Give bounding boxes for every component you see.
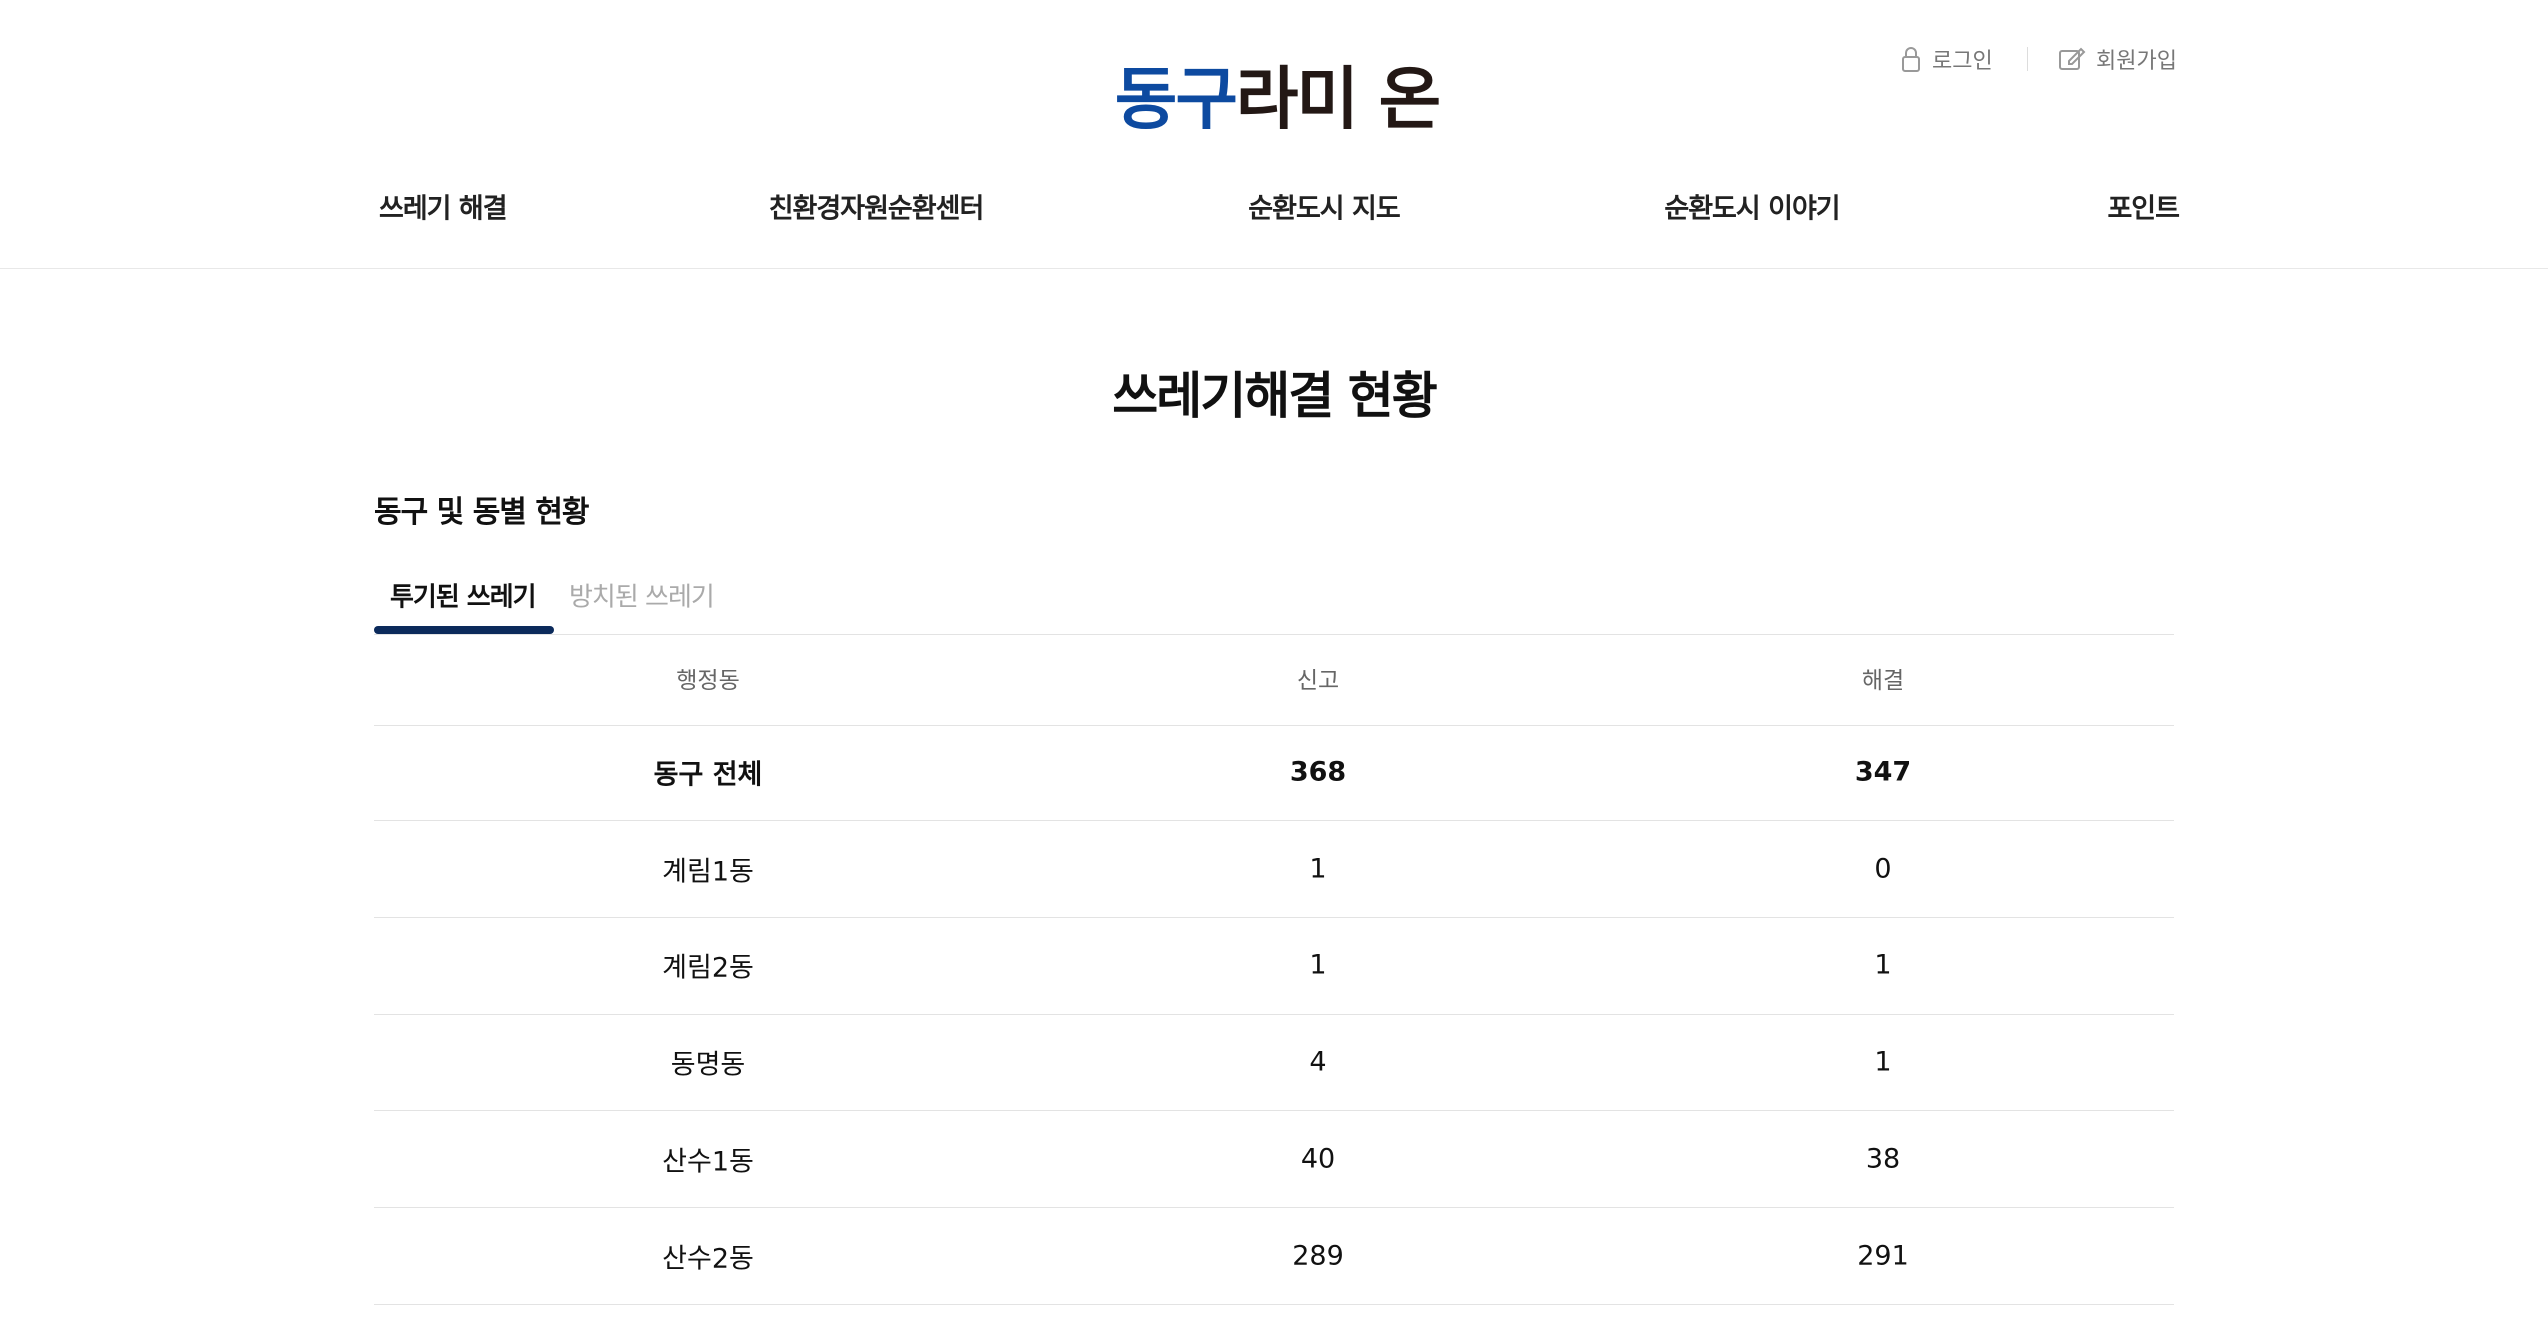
table-cell: 계림1동 <box>662 856 754 888</box>
table-cell: 38 <box>1865 1143 1901 1175</box>
tab-active[interactable]: 투기된 쓰레기 <box>390 582 537 613</box>
lock-icon <box>1902 47 1920 72</box>
nav-item[interactable]: 포인트 <box>2107 193 2180 225</box>
table-cell: 289 <box>1292 1240 1344 1271</box>
logo[interactable]: 동구라미 온 <box>1114 44 1441 143</box>
nav-item[interactable]: 순환도시 이야기 <box>1664 193 1840 225</box>
table-cell: 산수1동 <box>662 1146 754 1178</box>
nav-item[interactable]: 쓰레기 해결 <box>379 193 508 225</box>
table-top-border <box>374 634 2174 635</box>
table-cell: 동명동 <box>670 1049 746 1081</box>
table-cell: 347 <box>1854 756 1912 788</box>
table-cell: 산수2동 <box>662 1243 754 1274</box>
logo-text: 라미 온 <box>1235 60 1441 140</box>
row-border <box>374 917 2174 918</box>
table-cell: 0 <box>1874 853 1892 885</box>
column-header: 신고 <box>1296 668 1340 694</box>
table-cell: 동구 전체 <box>653 759 763 791</box>
table-cell: 1 <box>1874 949 1892 981</box>
row-border <box>374 1014 2174 1015</box>
table-cell: 4 <box>1309 1046 1327 1078</box>
row-border <box>374 1207 2174 1208</box>
login-text: 로그인 <box>1932 49 1993 74</box>
table-cell: 계림2동 <box>662 952 754 984</box>
join-text: 회원가입 <box>2096 49 2177 74</box>
table-cell: 1 <box>1874 1046 1892 1078</box>
tab-indicator <box>374 626 554 634</box>
nav-item[interactable]: 순환도시 지도 <box>1248 193 1400 225</box>
table-cell: 1 <box>1309 949 1327 981</box>
nav-item[interactable]: 친환경자원순환센터 <box>768 193 985 225</box>
table-cell: 1 <box>1309 853 1327 885</box>
edit-icon <box>2059 47 2086 70</box>
row-border <box>374 820 2174 821</box>
column-header: 해결 <box>1861 668 1905 694</box>
page-title: 쓰레기해결 현황 <box>1112 367 1437 425</box>
section-title: 동구 및 동별 현황 <box>374 495 590 530</box>
login-link[interactable]: 로그인 <box>1900 43 1993 75</box>
table-cell: 291 <box>1857 1240 1909 1271</box>
column-header: 행정동 <box>676 668 740 694</box>
row-border <box>374 1304 2174 1305</box>
util-divider <box>2027 47 2028 71</box>
logo-accent: 동구 <box>1114 60 1238 140</box>
header-border <box>0 268 2548 269</box>
tab[interactable]: 방치된 쓰레기 <box>569 582 715 613</box>
table-cell: 40 <box>1300 1143 1336 1175</box>
row-border <box>374 1110 2174 1111</box>
row-border <box>374 725 2174 726</box>
table-cell: 368 <box>1289 756 1347 788</box>
join-link[interactable]: 회원가입 <box>2058 43 2177 75</box>
